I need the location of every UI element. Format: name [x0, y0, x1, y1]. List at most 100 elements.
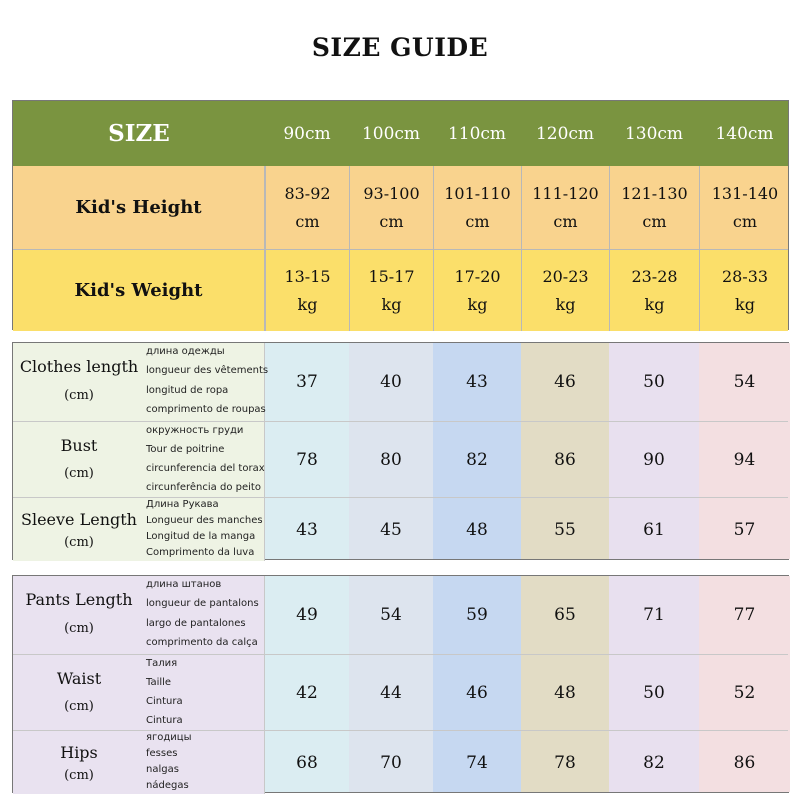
measurement-translation: longueur de pantalons: [146, 598, 259, 610]
measurement-value: 37: [296, 372, 318, 392]
measurement-value: 40: [380, 372, 402, 392]
measurement-value: 68: [296, 752, 318, 773]
measurement-translation: Талия: [146, 657, 178, 669]
measurement-row: Clothes length (cm) длина одежды longueur d…: [13, 343, 788, 421]
measurement-translation: circunferencia del torax: [146, 462, 265, 474]
weight-cell: 17-20 kg: [433, 250, 521, 331]
measurement-translation: Длина Рукава: [146, 499, 219, 510]
size-column-header: 140cm: [715, 123, 774, 144]
measurement-value: 54: [380, 605, 402, 625]
column-fill: [521, 343, 609, 559]
measurement-value: 78: [296, 449, 318, 470]
measurement-name: Clothes length: [19, 357, 139, 377]
height-range: 111-120: [532, 183, 599, 203]
measurement-value: 45: [380, 519, 402, 540]
weight-cell: 20-23 kg: [521, 250, 609, 331]
measurement-value: 49: [296, 605, 318, 625]
weight-cell: 28-33 kg: [699, 250, 790, 331]
height-cell: 131-140 cm: [699, 166, 790, 249]
measurement-row: Waist (cm) Талия Taille Cintura Cintura 42 44 46…: [13, 654, 788, 730]
measurement-unit: (cm): [64, 699, 94, 715]
measurement-row: Hips (cm) ягодицы fesses nalgas nádegas 68 70 74…: [13, 730, 788, 794]
measurement-value: 48: [466, 519, 488, 540]
height-unit: cm: [379, 211, 404, 231]
measurement-value: 43: [296, 519, 318, 540]
height-range: 83-92: [284, 183, 331, 203]
measurement-name: Hips: [60, 742, 98, 762]
weight-row-label: Kid's Weight: [13, 250, 265, 331]
measurement-translation: longitud de ropa: [146, 384, 229, 396]
measurement-translation: nádegas: [146, 780, 189, 791]
measurement-translation: ягодицы: [146, 732, 192, 743]
height-unit: cm: [553, 211, 578, 231]
size-column-header: 110cm: [447, 123, 507, 144]
measurement-translation: Longitud de la manga: [146, 531, 256, 542]
measurement-row: Sleeve Length (cm) Длина Рукава Longueur de…: [13, 497, 788, 561]
measurement-value: 55: [554, 519, 576, 540]
measurement-translation: nalgas: [146, 764, 179, 775]
measurement-value: 44: [380, 682, 402, 703]
weight-cell: 23-28 kg: [609, 250, 699, 331]
weight-range: 17-20: [454, 266, 501, 286]
column-fill: [433, 576, 521, 792]
measurement-translation: circunferência do peito: [146, 481, 261, 493]
height-range: 93-100: [363, 183, 420, 203]
column-fill: [609, 343, 699, 559]
column-fill: [349, 343, 433, 559]
top-measurements-table: Clothes length (cm) длина одежды longueur d…: [12, 342, 790, 561]
weight-unit: kg: [297, 294, 318, 314]
height-cell: 121-130 cm: [609, 166, 699, 249]
measurement-row: Bust (cm) окружность груди Tour de poitrine…: [13, 421, 788, 497]
measurement-label-block: Sleeve Length (cm) Длина Рукава Longueur de…: [13, 498, 265, 561]
column-fill: [433, 343, 521, 559]
measurement-translation: comprimento de roupas: [146, 404, 266, 416]
height-row-label: Kid's Height: [13, 166, 265, 249]
measurement-value: 48: [554, 682, 576, 703]
size-column-header: 120cm: [535, 123, 595, 144]
weight-range: 20-23: [542, 266, 589, 286]
measurement-translation: Comprimento da luva: [146, 547, 255, 558]
measurement-translation: comprimento da calça: [146, 637, 258, 649]
measurement-name: Pants Length: [25, 590, 133, 610]
height-unit: cm: [642, 211, 667, 231]
measurement-unit: (cm): [64, 466, 94, 482]
measurement-translation: окружность груди: [146, 424, 244, 436]
height-unit: cm: [295, 211, 320, 231]
height-cell: 111-120 cm: [521, 166, 609, 249]
weight-row: Kid's Weight 13-15 kg 15-17 kg 17-20 kg 20-23 k…: [13, 249, 788, 331]
weight-range: 15-17: [368, 266, 415, 286]
measurement-translation: Tour de poitrine: [146, 443, 225, 455]
measurement-translation: fesses: [146, 748, 178, 759]
measurement-unit: (cm): [64, 535, 94, 551]
measurement-unit: (cm): [64, 388, 94, 404]
measurement-value: 46: [554, 372, 576, 392]
measurement-value: 77: [733, 605, 756, 625]
height-range: 131-140: [711, 183, 779, 203]
measurement-value: 71: [643, 605, 665, 625]
column-fill: [349, 576, 433, 792]
measurement-unit: (cm): [64, 621, 94, 637]
measurement-label-block: Bust (cm) окружность груди Tour de poitrine…: [13, 422, 265, 497]
weight-unit: kg: [381, 294, 402, 314]
weight-range: 23-28: [631, 266, 678, 286]
height-unit: cm: [465, 211, 490, 231]
column-fill: [699, 576, 790, 792]
measurement-translation: Longueur des manches: [146, 515, 263, 526]
measurement-value: 82: [466, 449, 488, 470]
height-row: Kid's Height 83-92 cm 93-100 cm 101-110 cm 111…: [13, 166, 788, 249]
measurement-translation: длина одежды: [146, 345, 225, 357]
height-cell: 101-110 cm: [433, 166, 521, 249]
weight-cell: 15-17 kg: [349, 250, 433, 331]
measurement-label-block: Pants Length (cm) длина штанов longueur de …: [13, 576, 265, 654]
measurement-translation: Cintura: [146, 695, 183, 707]
measurement-value: 94: [733, 449, 756, 470]
measurement-name: Sleeve Length: [21, 509, 137, 529]
measurement-label-block: Clothes length (cm) длина одежды longueur d…: [13, 343, 268, 421]
measurement-value: 70: [380, 752, 402, 773]
page-title: SIZE GUIDE: [311, 33, 489, 62]
size-column-header: 130cm: [624, 123, 684, 144]
measurement-value: 57: [733, 519, 756, 540]
measurement-value: 74: [466, 752, 488, 773]
height-unit: cm: [732, 211, 758, 231]
weight-unit: kg: [467, 294, 488, 314]
